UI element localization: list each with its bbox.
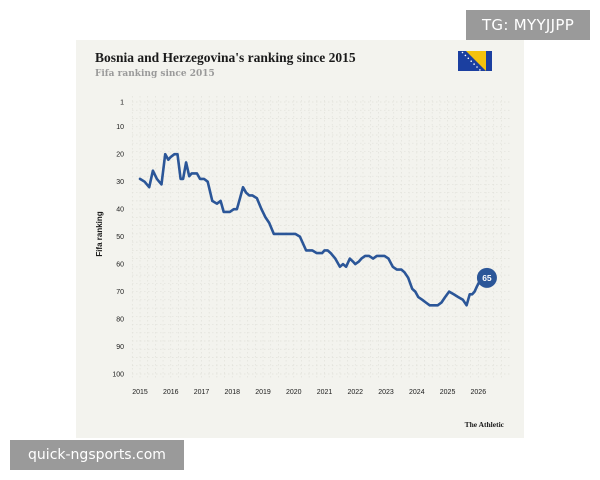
x-tick-label: 2017 (194, 389, 210, 396)
y-tick-label: 50 (116, 234, 124, 241)
y-axis-label: Fifa ranking (95, 211, 104, 256)
x-tick-label: 2023 (378, 389, 394, 396)
latest-ranking-label: 65 (482, 273, 492, 283)
bosnia-flag-icon (458, 51, 492, 71)
latest-ranking-marker (476, 267, 497, 288)
y-tick-label: 90 (116, 344, 124, 351)
x-tick-label: 2026 (471, 389, 487, 396)
publisher-logo: The Athletic (464, 420, 504, 429)
y-tick-label: 100 (112, 372, 124, 379)
y-tick-label: 30 (116, 179, 124, 186)
y-tick-label: 1 (120, 100, 124, 107)
x-tick-label: 2015 (132, 389, 148, 396)
chart-card: Bosnia and Herzegovina's ranking since 2… (76, 40, 524, 438)
chart-subtitle: Fifa ranking since 2015 (95, 69, 215, 79)
tg-watermark-badge: TG: MYYJJPP (466, 10, 590, 40)
y-tick-label: 20 (116, 152, 124, 159)
flag-star (461, 51, 464, 54)
y-tick-label: 60 (116, 262, 124, 269)
x-tick-label: 2018 (224, 389, 240, 396)
flag-star (473, 63, 475, 65)
x-tick-label: 2019 (255, 389, 271, 396)
x-tick-label: 2016 (163, 389, 179, 396)
y-tick-label: 40 (116, 207, 124, 214)
flag-star (470, 60, 472, 62)
x-tick-label: 2024 (409, 389, 425, 396)
flag-triangle (466, 51, 486, 71)
y-tick-label: 80 (116, 317, 124, 324)
flag-stars (461, 51, 481, 71)
y-tick-label: 70 (116, 289, 124, 296)
x-tick-label: 2020 (286, 389, 302, 396)
ranking-line-chart: 1 10 20 30 40 50 60 70 80 90 100 2015 2016 2017 2018 20… (95, 96, 512, 396)
flag-star (479, 69, 481, 71)
flag-star (464, 54, 467, 57)
x-tick-label: 2025 (440, 389, 456, 396)
chart-title: Bosnia and Herzegovina's ranking since 2… (95, 50, 356, 65)
flag-star (467, 57, 470, 60)
source-watermark-badge: quick-ngsports.com (10, 440, 184, 470)
y-tick-label: 10 (116, 124, 124, 131)
flag-star (476, 66, 478, 68)
x-tick-label: 2022 (348, 389, 364, 396)
ranking-series-line (138, 152, 485, 307)
x-tick-label: 2021 (317, 389, 333, 396)
